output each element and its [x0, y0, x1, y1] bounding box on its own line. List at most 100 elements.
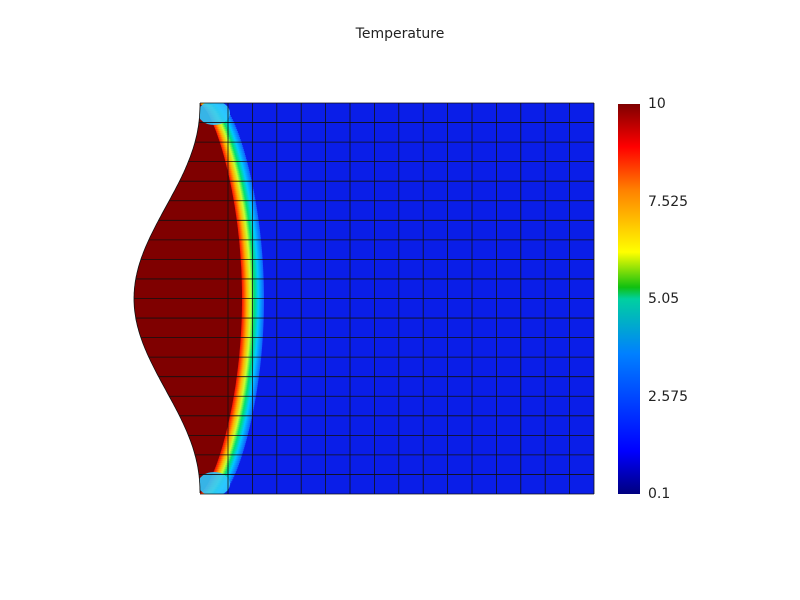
front-strip — [225, 417, 252, 420]
front-strip — [211, 467, 238, 470]
front-strip — [237, 279, 264, 282]
front-strip — [228, 195, 255, 198]
colorbar — [618, 104, 640, 494]
front-strip — [233, 369, 260, 372]
front-strip — [218, 151, 245, 154]
front-strip — [233, 225, 260, 228]
front-strip — [218, 445, 245, 448]
front-strip — [227, 191, 254, 194]
front-strip — [236, 261, 263, 264]
front-strip — [237, 277, 264, 280]
front-strip — [210, 469, 237, 472]
front-strip — [231, 383, 258, 386]
front-strip — [219, 155, 246, 158]
front-strip — [216, 453, 243, 456]
front-strip — [223, 169, 250, 172]
front-strip — [237, 295, 264, 298]
front-strip — [221, 433, 248, 436]
front-strip — [213, 135, 240, 138]
front-strip — [233, 367, 260, 370]
front-strip — [228, 403, 255, 406]
front-strip — [233, 371, 260, 374]
front-strip — [214, 137, 241, 140]
front-strip — [219, 441, 246, 444]
front-strip — [236, 253, 263, 256]
front-strip — [226, 185, 253, 188]
front-strip — [230, 391, 257, 394]
front-strip — [237, 281, 264, 284]
front-strip — [229, 197, 256, 200]
front-strip — [214, 459, 241, 462]
front-strip — [208, 123, 235, 126]
front-strip — [232, 381, 259, 384]
front-strip — [237, 299, 264, 302]
front-strip — [237, 289, 264, 292]
domain-left-boundary — [133, 103, 201, 493]
front-strip — [227, 409, 254, 412]
front-strip — [237, 285, 264, 288]
front-strip — [229, 199, 256, 202]
colorbar-tick-label: 10 — [648, 96, 666, 112]
front-strip — [236, 345, 263, 348]
front-strip — [235, 241, 262, 244]
front-strip — [236, 335, 263, 338]
colorbar-tick-label: 2.575 — [648, 388, 689, 405]
front-strip — [224, 421, 251, 424]
front-strip — [224, 173, 251, 176]
front-strip — [211, 131, 238, 134]
front-strip — [224, 175, 251, 178]
front-strip — [234, 235, 261, 238]
front-strip — [231, 385, 258, 388]
front-strip — [237, 313, 264, 316]
front-strip — [237, 331, 264, 334]
front-strip — [237, 283, 264, 286]
front-strip — [221, 163, 248, 166]
front-strip — [230, 389, 257, 392]
front-strip — [232, 377, 259, 380]
front-strip — [237, 307, 264, 310]
front-strip — [237, 305, 264, 308]
front-strip — [237, 325, 264, 328]
front-strip — [231, 211, 258, 214]
front-strip — [221, 435, 248, 438]
front-strip — [235, 349, 262, 352]
front-strip — [226, 413, 253, 416]
front-strip — [237, 319, 264, 322]
front-strip — [237, 293, 264, 296]
front-strip — [227, 407, 254, 410]
edge-cap — [198, 103, 230, 125]
front-strip — [235, 347, 262, 350]
front-strip — [237, 275, 264, 278]
front-strip — [237, 309, 264, 312]
front-strip — [212, 465, 239, 468]
front-strip — [236, 341, 263, 344]
front-strip — [224, 423, 251, 426]
colorbar-tick-label: 7.525 — [648, 193, 689, 210]
front-strip — [234, 233, 261, 236]
front-strip — [209, 125, 236, 128]
front-strip — [226, 183, 253, 186]
colorbar-tick-label: 0.1 — [648, 486, 671, 502]
front-strip — [233, 223, 260, 226]
front-strip — [219, 443, 246, 446]
front-strip — [234, 231, 261, 234]
front-strip — [227, 189, 254, 192]
front-strip — [227, 187, 254, 190]
front-strip — [234, 365, 261, 368]
front-strip — [237, 323, 264, 326]
front-strip — [237, 311, 264, 314]
front-strip — [234, 237, 261, 240]
front-strip — [236, 255, 263, 258]
front-strip — [237, 287, 264, 290]
front-strip — [235, 247, 262, 250]
front-strip — [234, 359, 261, 362]
front-strip — [233, 373, 260, 376]
front-strip — [230, 207, 257, 210]
front-strip — [231, 209, 258, 212]
front-strip — [228, 401, 255, 404]
front-strip — [220, 437, 247, 440]
front-strip — [223, 171, 250, 174]
front-strip — [218, 447, 245, 450]
front-strip — [231, 213, 258, 216]
front-strip — [235, 245, 262, 248]
